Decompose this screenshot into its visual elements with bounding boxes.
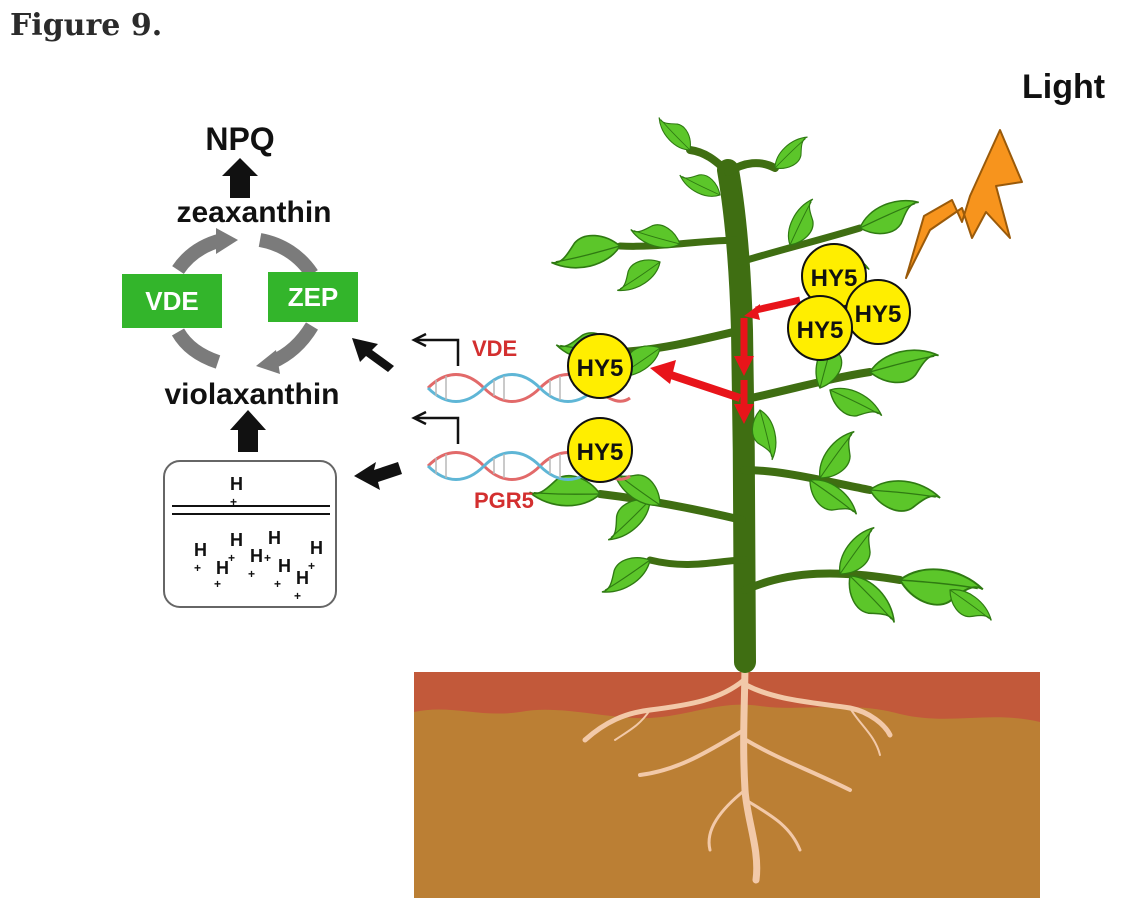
pgr5-gene-label: PGR5 [474, 488, 534, 513]
up-arrow-to-violaxanthin-icon [230, 410, 266, 452]
proton-charge: + [308, 559, 315, 573]
proton-h: H [296, 568, 309, 588]
npq-label: NPQ [205, 121, 274, 157]
proton-charge: + [228, 551, 235, 565]
vde-gene: VDE HY5 [411, 332, 633, 403]
hy5-protein: HY5 [801, 243, 867, 309]
svg-text:HY5: HY5 [855, 301, 902, 328]
proton-h: H [230, 474, 243, 494]
proton-charge: + [248, 567, 255, 581]
proton-h: H [310, 538, 323, 558]
proton-markers: H + H + H + H + H + H + H + H + H + [194, 474, 323, 603]
hy5-protein: HY5 [845, 279, 911, 345]
proton-h: H [194, 540, 207, 560]
transcription-start-arrow-icon [416, 416, 460, 444]
arrow-to-cycle-icon [352, 338, 394, 372]
lightning-bolt-icon [905, 129, 1023, 279]
hy5-protein: HY5 [787, 295, 853, 361]
hy5-protein: HY5 [567, 333, 633, 399]
violaxanthin-label: violaxanthin [164, 378, 339, 411]
svg-text:HY5: HY5 [797, 317, 844, 344]
zep-enzyme-box: ZEP [268, 272, 358, 322]
up-arrow-to-npq-icon [222, 158, 258, 198]
arrow-to-protons-icon [354, 462, 402, 490]
proton-h: H [250, 546, 263, 566]
proton-h: H [278, 556, 291, 576]
proton-gradient-box: H + H + H + H + H + H + H + H + H + [163, 460, 337, 608]
vde-enzyme-box: VDE [122, 274, 222, 328]
proton-h: H [230, 530, 243, 550]
hy5-cluster: HY5 HY5 HY5 [787, 243, 911, 361]
proton-charge: + [194, 561, 201, 575]
plant-roots [582, 656, 893, 884]
proton-charge: + [264, 551, 271, 565]
signal-arrows [650, 296, 802, 424]
proton-charge: + [294, 589, 301, 603]
svg-text:HY5: HY5 [577, 355, 624, 382]
proton-charge: + [214, 577, 221, 591]
output-arrows [352, 338, 402, 490]
vde-gene-label: VDE [472, 336, 517, 361]
proton-h: H [216, 558, 229, 578]
svg-text:VDE: VDE [145, 286, 198, 316]
proton-h: H [268, 528, 281, 548]
figure-caption: Figure 9. [10, 8, 163, 43]
proton-charge: + [274, 577, 281, 591]
light-label: Light [1022, 68, 1105, 106]
cycle-arrowheads [216, 228, 280, 374]
svg-text:ZEP: ZEP [288, 282, 339, 312]
transcription-start-arrow-icon [416, 338, 460, 366]
svg-text:HY5: HY5 [577, 439, 624, 466]
pgr5-gene: PGR5 HY5 [411, 410, 633, 513]
hy5-protein: HY5 [567, 417, 633, 483]
svg-text:HY5: HY5 [811, 265, 858, 292]
soil [414, 672, 1040, 898]
zeaxanthin-label: zeaxanthin [176, 196, 331, 229]
proton-charge: + [230, 495, 237, 509]
